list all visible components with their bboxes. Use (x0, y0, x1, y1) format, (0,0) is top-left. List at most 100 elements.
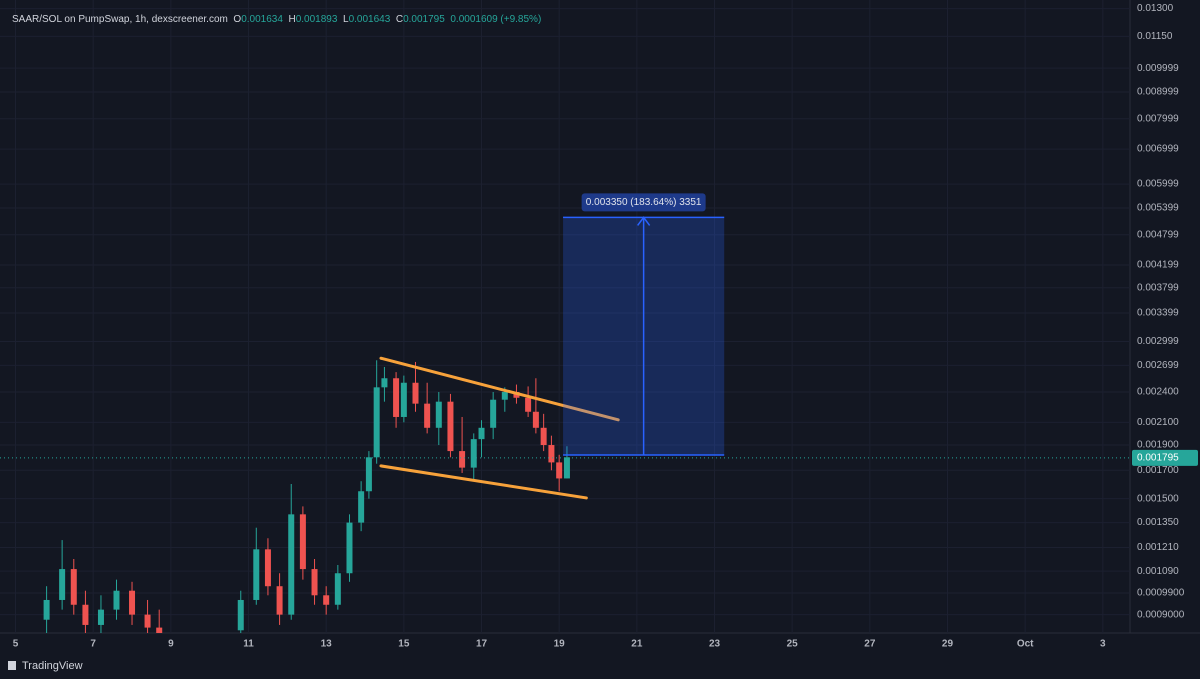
x-tick-label: 25 (787, 639, 799, 650)
grid: 0.01300 0.01150 0.009999 0.008999 0.007999 0.… (0, 0, 1185, 650)
candle-body (113, 590, 120, 610)
candle-body (129, 590, 136, 615)
plot (43, 216, 725, 633)
candle-body (97, 609, 104, 625)
header-text: 0.001795 (403, 14, 445, 25)
candle-body (470, 439, 477, 468)
candle-body (412, 382, 419, 404)
x-tick-label: 19 (554, 639, 566, 650)
y-tick-label: 0.003399 (1137, 308, 1179, 319)
header-text: H (288, 14, 296, 25)
measure-label: 0.003350 (183.64%) 3351 (586, 197, 702, 208)
y-tick-label: 0.001350 (1137, 517, 1179, 528)
candle-body (501, 392, 508, 400)
header-text: SAAR/SOL on PumpSwap, 1h, dexscreener.co… (12, 14, 228, 25)
brand-logo (8, 661, 16, 670)
candle-body (393, 378, 400, 417)
candle-body (424, 403, 431, 428)
x-tick-label: 23 (709, 639, 721, 650)
brand-name: TradingView (22, 660, 83, 672)
candle-body (358, 491, 365, 523)
y-tick-label: 0.004199 (1137, 260, 1179, 271)
header-text: C (395, 14, 404, 25)
last-price-label: 0.001795 (1137, 453, 1179, 464)
y-tick-label: 0.01150 (1137, 31, 1173, 42)
measure-arrow (637, 216, 651, 456)
candle-body (70, 569, 77, 605)
header-text: 0.001893 (295, 14, 338, 25)
y-tick-label: 0.001210 (1137, 542, 1179, 553)
y-tick-label: 0.002699 (1137, 360, 1179, 371)
candle-body (346, 522, 353, 574)
candle-body (525, 397, 532, 412)
y-tick-label: 0.009999 (1137, 63, 1179, 74)
y-tick-label: 0.0009900 (1137, 588, 1185, 599)
x-tick-label: 15 (398, 639, 410, 650)
header-text: L (343, 14, 349, 25)
header-text: 0.0001609 (450, 14, 498, 25)
y-tick-label: 0.002400 (1137, 387, 1179, 398)
y-tick-label: 0.005999 (1137, 179, 1179, 190)
x-tick-label: 11 (243, 639, 254, 650)
candle-body (459, 451, 466, 468)
candle-body (365, 457, 372, 492)
y-tick-label: 0.004799 (1137, 229, 1179, 240)
candle-body (490, 399, 497, 428)
candle-body (373, 387, 380, 458)
header: SAAR/SOL on PumpSwap, 1h, dexscreener.co… (12, 14, 541, 25)
candle-body (253, 549, 260, 600)
candle-body (323, 595, 330, 605)
y-tick-label: 0.002100 (1137, 417, 1179, 428)
x-tick-label: 13 (321, 639, 333, 650)
candle-body (381, 378, 388, 388)
y-tick-label: 0.001090 (1137, 566, 1179, 577)
y-tick-label: 0.01300 (1137, 3, 1174, 14)
x-tick-label: 21 (631, 639, 643, 650)
candle-body (556, 462, 563, 479)
y-tick-label: 0.001900 (1137, 440, 1179, 451)
candle-body (59, 569, 66, 600)
trendline (379, 356, 620, 422)
candle-body (478, 427, 485, 440)
x-tick-label: Oct (1017, 639, 1034, 650)
candle-body (400, 382, 407, 417)
x-tick-label: 3 (1100, 639, 1106, 650)
header-text: 0.001643 (348, 14, 391, 25)
last-price-bg (1132, 449, 1198, 466)
x-tick-label: 27 (864, 639, 876, 650)
y-tick-label: 0.008999 (1137, 87, 1179, 98)
y-tick-label: 0.003799 (1137, 282, 1179, 293)
y-tick-label: 0.001500 (1137, 493, 1179, 504)
y-tick-label: 0.002999 (1137, 336, 1179, 347)
candle-body (144, 614, 151, 628)
x-tick-label: 29 (942, 639, 954, 650)
candle-body (532, 411, 539, 428)
candle-body (156, 627, 163, 633)
candle-body (237, 599, 244, 631)
y-tick-label: 0.007999 (1137, 113, 1179, 124)
candle-body (299, 514, 306, 570)
candle-body (82, 604, 89, 625)
candle-body (540, 427, 547, 446)
header-text: (+9.85%) (500, 14, 542, 25)
x-tick-label: 17 (476, 639, 488, 650)
candle-body (43, 599, 50, 620)
candle-body (334, 573, 341, 605)
candle-body (435, 401, 442, 428)
y-tick-label: 0.005399 (1137, 203, 1179, 214)
candle-body (311, 569, 318, 596)
measure-label-bg (581, 193, 706, 212)
x-tick-label: 5 (13, 639, 19, 650)
candle-body (288, 514, 295, 615)
header-text: O (233, 14, 242, 25)
candle-body (264, 549, 271, 587)
candle-body (563, 457, 570, 479)
y-tick-label: 0.006999 (1137, 144, 1179, 155)
x-tick-label: 9 (168, 639, 174, 650)
candle-body (276, 586, 283, 615)
trendline (379, 464, 588, 500)
brand: TradingView (8, 660, 83, 672)
